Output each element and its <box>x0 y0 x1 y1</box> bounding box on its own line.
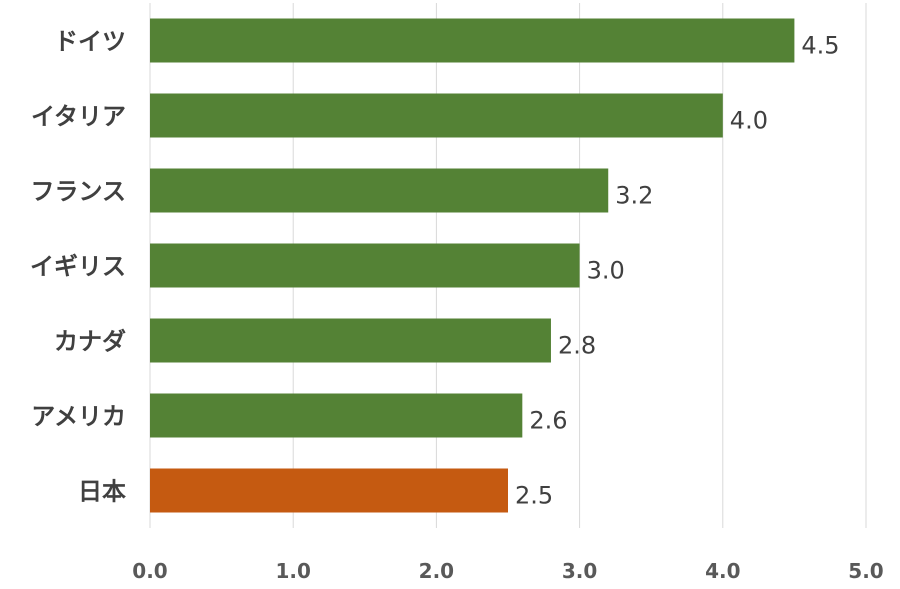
bar <box>150 393 523 438</box>
x-tick-label: 2.0 <box>419 559 454 583</box>
bar <box>150 18 795 63</box>
data-label: 2.5 <box>515 482 553 510</box>
bar <box>150 318 551 363</box>
category-label: カナダ <box>54 328 126 356</box>
category-label: ドイツ <box>54 28 126 56</box>
bar <box>150 468 508 513</box>
bar <box>150 168 609 213</box>
category-label: イギリス <box>30 253 126 281</box>
data-label: 2.6 <box>529 407 567 435</box>
data-label: 3.0 <box>587 257 625 285</box>
data-label: 2.8 <box>558 332 596 360</box>
data-label: 4.0 <box>730 107 768 135</box>
bar <box>150 93 723 138</box>
data-label: 4.5 <box>801 32 839 60</box>
bar <box>150 243 580 288</box>
category-label: 日本 <box>78 478 126 506</box>
x-tick-label: 4.0 <box>705 559 740 583</box>
category-label: フランス <box>30 178 126 206</box>
x-tick-label: 3.0 <box>562 559 597 583</box>
category-label: イタリア <box>31 103 126 131</box>
x-tick-label: 1.0 <box>275 559 310 583</box>
x-tick-label: 5.0 <box>848 559 883 583</box>
x-tick-label: 0.0 <box>132 559 167 583</box>
category-label: アメリカ <box>31 403 126 431</box>
data-label: 3.2 <box>615 182 653 210</box>
